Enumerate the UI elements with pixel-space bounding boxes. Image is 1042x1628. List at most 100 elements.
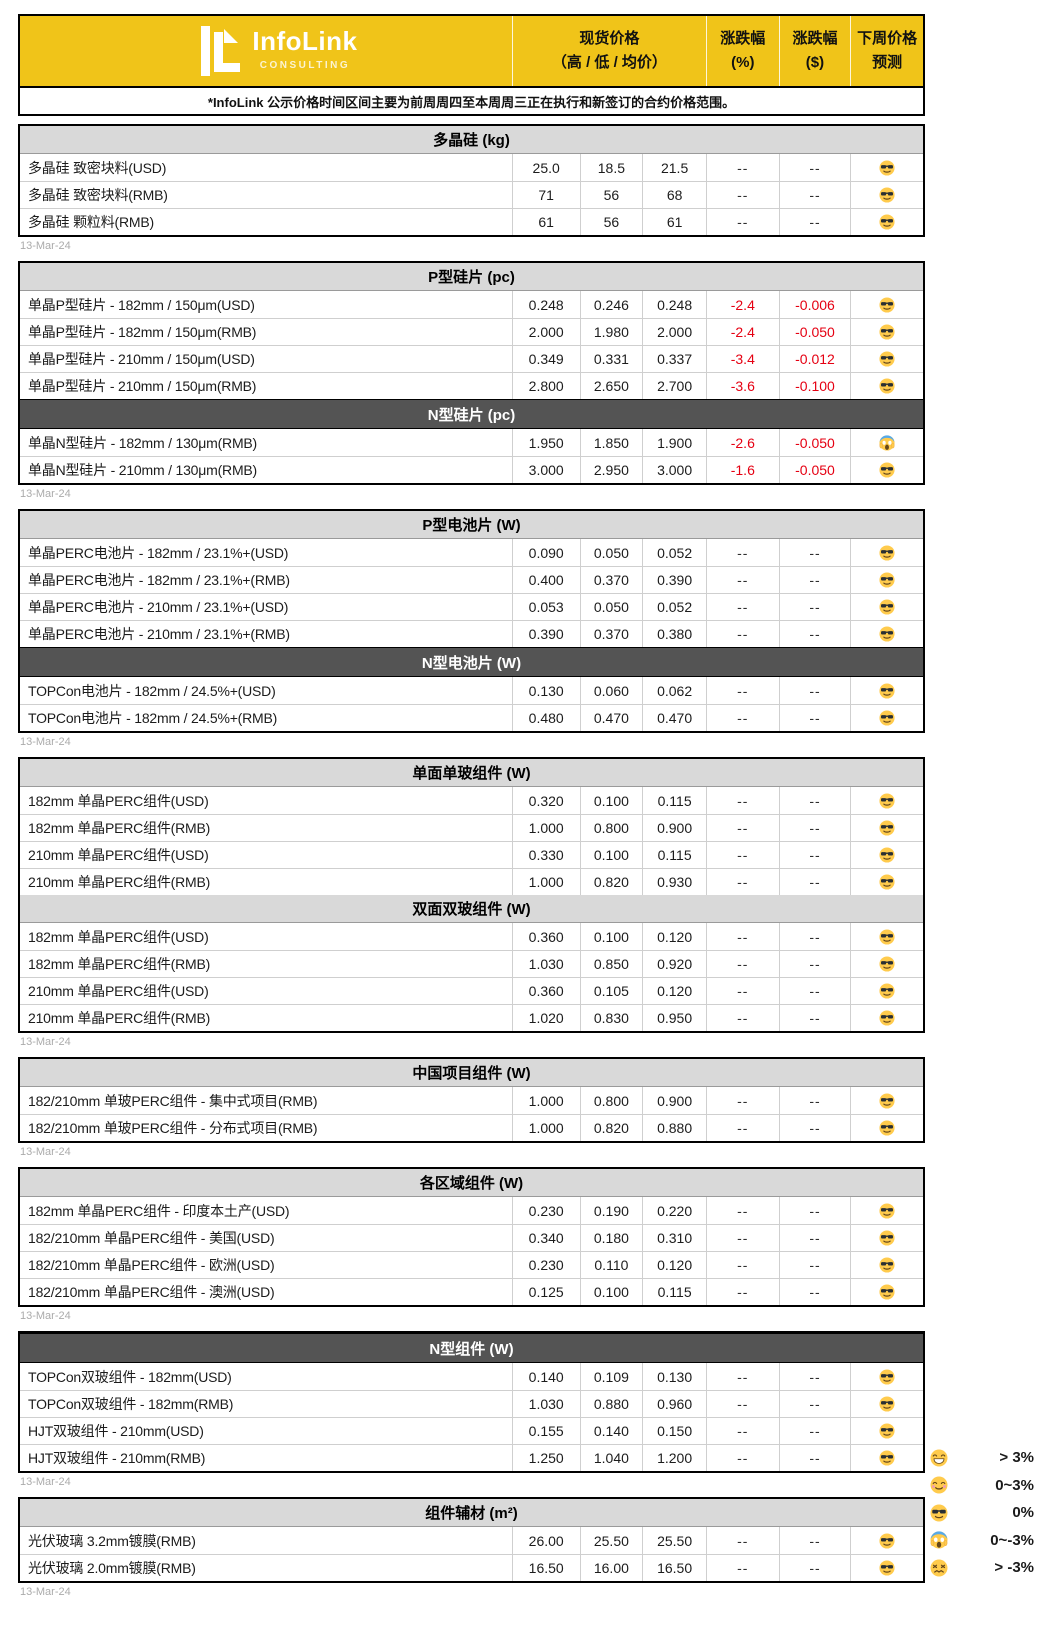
forecast-cell [850, 1197, 923, 1224]
table-row: 182/210mm 单玻PERC组件 - 集中式项目(RMB) 1.000 0.80… [20, 1087, 923, 1114]
product-name: 单晶PERC电池片 - 182mm / 23.1%+(USD) [28, 544, 289, 561]
section-date: 13-Mar-24 [20, 240, 71, 252]
price-low-value: 0.850 [593, 956, 629, 972]
table-row: 单晶P型硅片 - 182mm / 150μm(RMB) 2.000 1.980 2.0… [20, 318, 923, 345]
change-pct: -- [705, 1418, 779, 1444]
section-title: 各区域组件 (W) [419, 1175, 524, 1192]
change-pct-value: -- [737, 187, 749, 203]
cool-face-icon [879, 1010, 896, 1026]
price-low-value: 0.800 [593, 820, 629, 836]
change-usd-value: -- [809, 1230, 821, 1246]
price-high: 1.000 [511, 1115, 580, 1141]
price-high: 1.030 [511, 1391, 580, 1417]
price-avg: 0.900 [642, 815, 706, 841]
section-date: 13-Mar-24 [20, 1310, 71, 1322]
forecast-cell [850, 705, 923, 731]
price-avg: 0.115 [642, 787, 706, 814]
forecast-cell [850, 1087, 923, 1114]
table-row: 210mm 单晶PERC组件(USD) 0.330 0.100 0.115 -- -- [20, 841, 923, 868]
price-low-value: 0.109 [593, 1368, 629, 1385]
change-pct-value: -- [737, 1532, 749, 1549]
price-avg-value: 0.390 [657, 572, 693, 588]
table-row: 210mm 单晶PERC组件(USD) 0.360 0.105 0.120 -- -- [20, 977, 923, 1004]
price-high-value: 0.090 [528, 544, 564, 561]
price-high-value: 0.053 [528, 599, 564, 615]
table-row: 单晶PERC电池片 - 210mm / 23.1%+(USD) 0.053 0.05… [20, 593, 923, 620]
price-avg: 0.900 [642, 1087, 706, 1114]
product-name: 单晶P型硅片 - 182mm / 150μm(USD) [28, 296, 255, 313]
price-avg: 0.220 [642, 1197, 706, 1224]
change-pct: -- [705, 842, 779, 868]
section-header: 双面双玻组件 (W) [20, 895, 923, 923]
table-row: TOPCon双玻组件 - 182mm(RMB) 1.030 0.880 0.960 --… [20, 1390, 923, 1417]
change-usd: -0.006 [778, 291, 851, 318]
price-high: 0.360 [511, 923, 580, 950]
price-low: 0.100 [579, 923, 643, 950]
change-pct: -2.6 [705, 429, 779, 456]
change-pct: -1.6 [705, 457, 779, 483]
price-high: 0.330 [511, 842, 580, 868]
price-block: P型硅片 (pc) 单晶P型硅片 - 182mm / 150μm(USD) 0.24… [18, 261, 925, 485]
product-name: 单晶PERC电池片 - 210mm / 23.1%+(RMB) [28, 626, 290, 642]
table-row: 单晶PERC电池片 - 182mm / 23.1%+(USD) 0.090 0.05… [20, 539, 923, 566]
price-high-value: 16.50 [528, 1560, 564, 1576]
price-high-value: 1.000 [528, 874, 564, 890]
forecast-cell [850, 539, 923, 566]
change-usd-value: -- [809, 187, 821, 203]
change-pct-value: -- [737, 599, 749, 615]
forecast-label: 下周价格 [857, 30, 918, 47]
price-low-value: 2.950 [593, 462, 629, 478]
price-avg: 2.000 [642, 319, 706, 345]
price-avg: 0.380 [642, 621, 706, 647]
price-avg: 68 [642, 182, 706, 208]
price-low-value: 0.800 [593, 1092, 629, 1109]
price-high: 0.340 [511, 1225, 580, 1251]
change-usd-value: -0.006 [795, 296, 835, 313]
product-name: TOPCon双玻组件 - 182mm(RMB) [28, 1396, 234, 1412]
cool-face-icon [879, 847, 896, 863]
price-low: 0.105 [579, 978, 643, 1004]
product-name: TOPCon双玻组件 - 182mm(USD) [28, 1368, 232, 1385]
product-name: 182/210mm 单玻PERC组件 - 集中式项目(RMB) [28, 1092, 318, 1109]
table-row: TOPCon电池片 - 182mm / 24.5%+(USD) 0.130 0.06… [20, 677, 923, 704]
change-pct: -- [705, 1555, 779, 1581]
price-avg-value: 0.115 [657, 792, 692, 809]
price-high: 0.053 [511, 594, 580, 620]
price-high-value: 0.330 [528, 847, 564, 863]
section-date: 13-Mar-24 [20, 1586, 71, 1598]
price-avg-value: 0.052 [657, 599, 693, 615]
price-low: 0.110 [579, 1252, 643, 1278]
price-low-value: 0.060 [593, 682, 629, 699]
change-pct: -2.4 [705, 291, 779, 318]
change-pct-unit: (%) [731, 54, 755, 71]
change-usd: -- [778, 1445, 851, 1471]
price-low: 0.880 [579, 1391, 643, 1417]
cool-face-icon [879, 462, 896, 478]
price-avg-value: 0.120 [657, 1257, 693, 1273]
price-low-value: 0.140 [593, 1423, 629, 1439]
forecast-cell [850, 1363, 923, 1390]
change-usd-value: -- [809, 1396, 821, 1412]
forecast-cell [850, 1527, 923, 1554]
change-pct-value: -- [737, 874, 749, 890]
table-row: 单晶N型硅片 - 210mm / 130μm(RMB) 3.000 2.950 3.0… [20, 456, 923, 483]
section-header: P型电池片 (W) [20, 511, 923, 539]
price-high-value: 0.125 [528, 1284, 564, 1300]
legend-item: 0~-3% [930, 1527, 1034, 1555]
cool-face-icon [879, 682, 896, 699]
forecast-cell [850, 677, 923, 704]
price-low: 0.060 [579, 677, 643, 704]
price-high-value: 0.140 [528, 1368, 564, 1385]
price-low: 0.331 [579, 346, 643, 372]
price-avg-value: 0.052 [657, 544, 693, 561]
price-high-value: 71 [538, 187, 554, 203]
section-header: P型硅片 (pc) [20, 263, 923, 291]
change-usd: -- [778, 154, 851, 181]
price-high-value: 0.360 [528, 983, 564, 999]
price-low: 0.820 [579, 1115, 643, 1141]
change-usd: -- [778, 1252, 851, 1278]
forecast-cell [850, 869, 923, 895]
price-avg: 0.120 [642, 978, 706, 1004]
price-avg-value: 0.930 [657, 874, 693, 890]
cool-face-icon [879, 378, 896, 394]
